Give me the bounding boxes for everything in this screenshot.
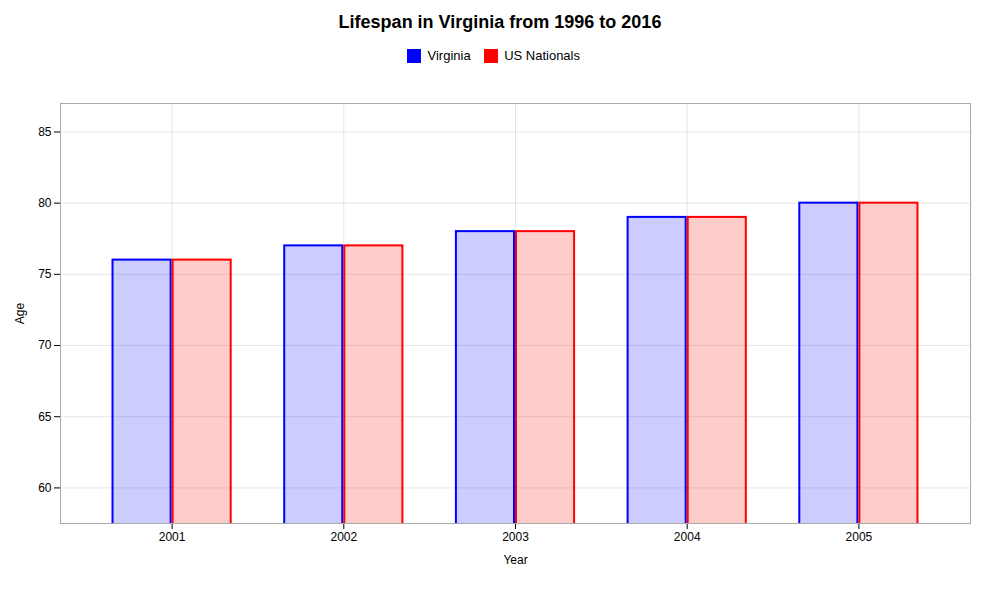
svg-text:Year: Year (503, 552, 527, 566)
svg-text:2004: 2004 (674, 530, 701, 544)
svg-text:2005: 2005 (846, 530, 873, 544)
svg-text:85: 85 (38, 124, 52, 138)
svg-text:65: 65 (38, 409, 52, 423)
svg-text:2002: 2002 (330, 530, 357, 544)
svg-text:80: 80 (38, 196, 52, 210)
html-text:US Nationals: US Nationals (504, 48, 580, 63)
svg-text:75: 75 (38, 267, 52, 281)
svg-text:Age: Age (13, 302, 27, 324)
html-text:Lifespan in Virginia from 1996: Lifespan in Virginia from 1996 to 2016 (338, 12, 662, 32)
svg-text:2003: 2003 (502, 530, 529, 544)
svg-text:2001: 2001 (159, 530, 186, 544)
svg-text:70: 70 (38, 338, 52, 352)
html-text:Virginia: Virginia (427, 48, 471, 63)
svg-text:60: 60 (38, 480, 52, 494)
